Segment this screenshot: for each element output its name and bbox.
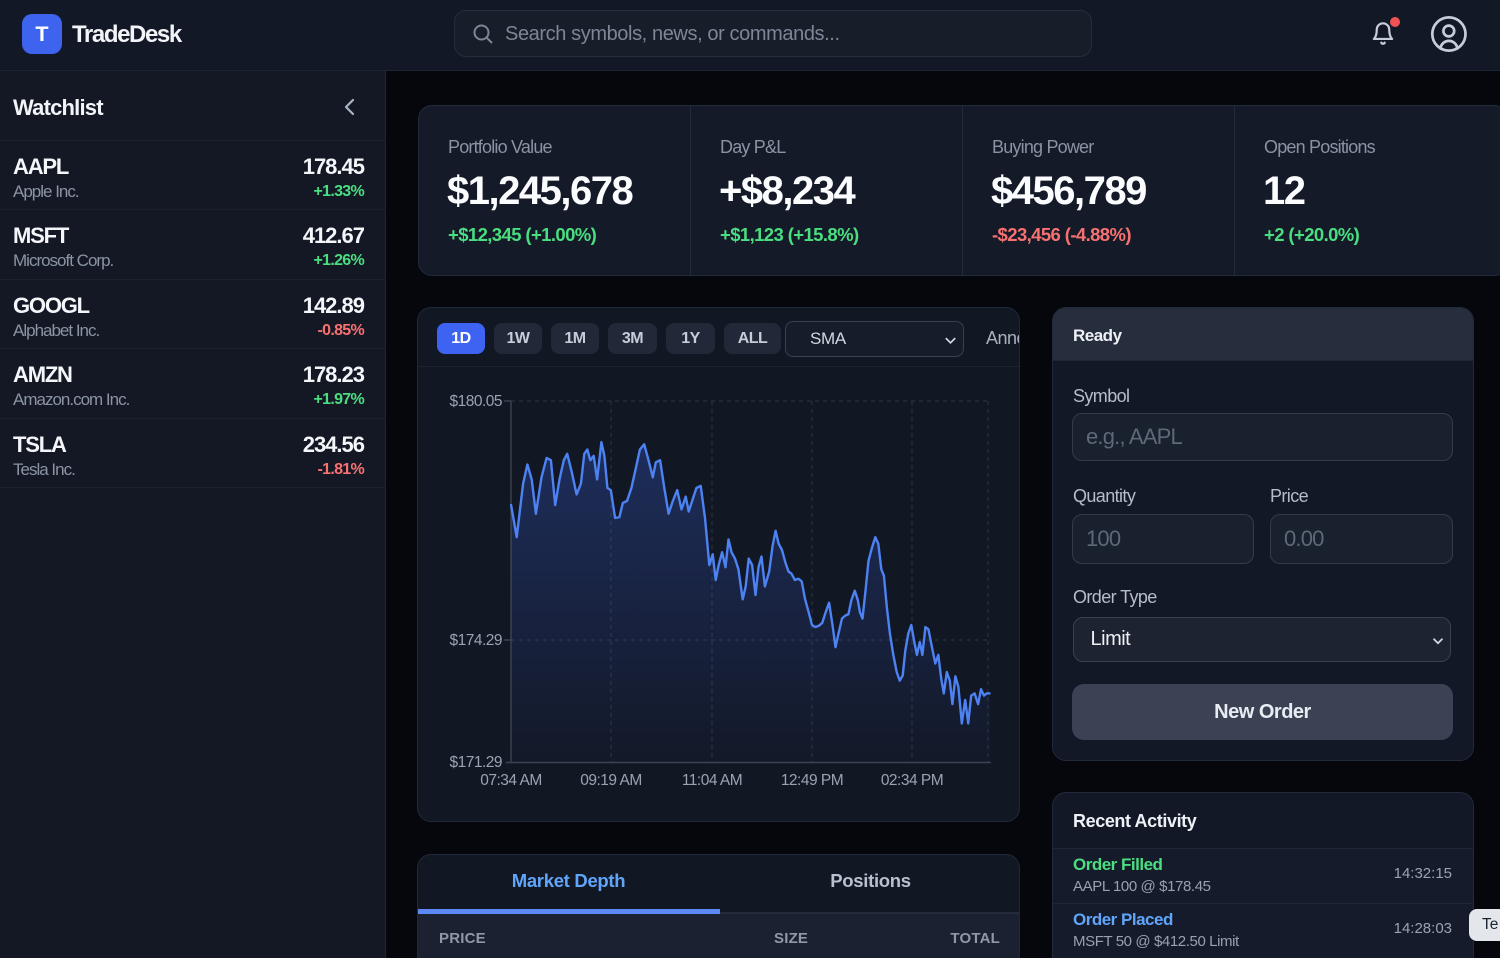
svg-text:11:04 AM: 11:04 AM	[682, 772, 742, 789]
svg-text:07:34 AM: 07:34 AM	[480, 772, 542, 789]
svg-text:$180.05: $180.05	[449, 393, 502, 410]
svg-text:02:34 PM: 02:34 PM	[881, 772, 943, 789]
svg-text:$174.29: $174.29	[449, 632, 502, 649]
svg-text:$171.29: $171.29	[449, 754, 502, 771]
svg-text:12:49 PM: 12:49 PM	[781, 772, 843, 789]
svg-text:09:19 AM: 09:19 AM	[580, 772, 642, 789]
